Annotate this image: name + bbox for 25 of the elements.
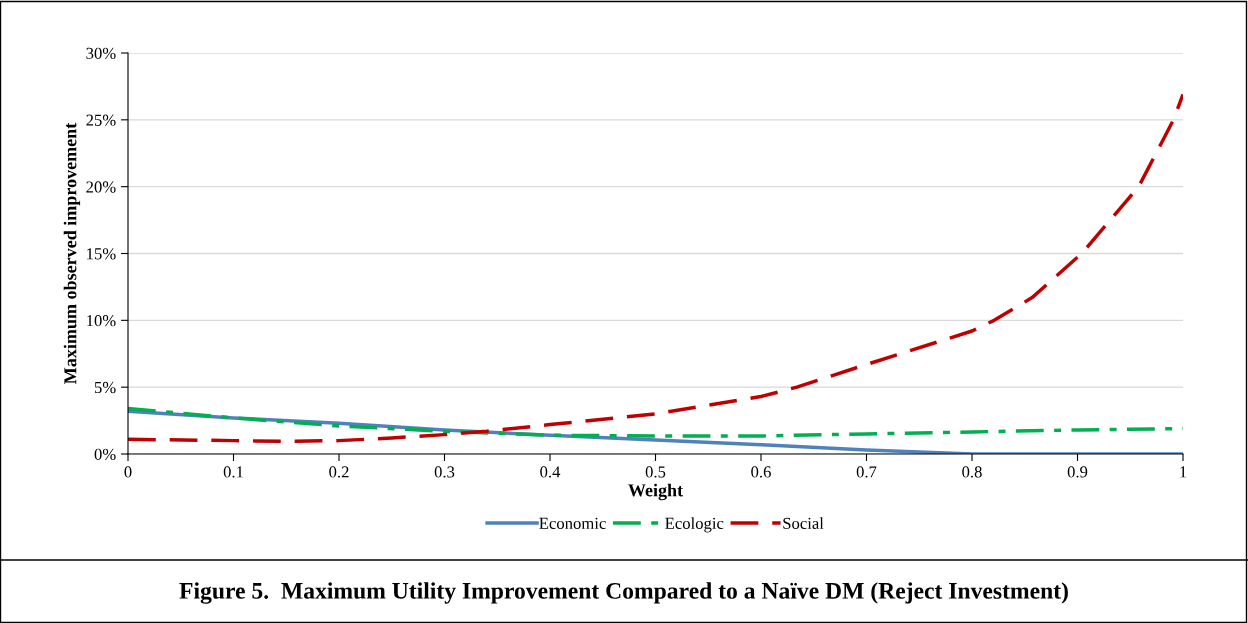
legend-label: Ecologic (665, 517, 724, 533)
x-tick-label: 0.1 (223, 466, 243, 478)
line-series (128, 92, 1183, 444)
y-tick-label: 15% (87, 248, 116, 260)
y-tick-label: 10% (87, 315, 116, 327)
x-tick-label: 0 (124, 466, 132, 478)
y-axis-title: Maximum observed improvement (63, 122, 81, 384)
y-tick-label: 20% (86, 181, 116, 193)
x-tick-label: 0.5 (645, 466, 666, 478)
legend-label: Economic (539, 517, 606, 529)
y-tick-label: 25% (86, 114, 116, 126)
y-tick-label: 0% (94, 448, 116, 460)
x-tick-label: 0.9 (1067, 466, 1088, 478)
y-tick-label: 30% (86, 47, 116, 59)
x-tick-label: 1 (1180, 466, 1187, 478)
x-tick-label: 0.3 (434, 466, 455, 478)
legend-label: Social (783, 517, 824, 529)
x-axis-title: Weight (628, 483, 684, 501)
x-tick-label: 0.4 (540, 466, 561, 478)
y-tick-label: 5% (94, 381, 116, 394)
x-tick-label: 0.6 (751, 466, 771, 478)
x-tick-label: 0.2 (329, 466, 349, 478)
x-tick-label: 0.8 (962, 466, 982, 478)
caption: Figure 5. Maximum Utility Improvement Compared to a Naïve DM (Reject Investment) (179, 582, 1068, 604)
x-tick-label: 0.7 (856, 466, 877, 478)
